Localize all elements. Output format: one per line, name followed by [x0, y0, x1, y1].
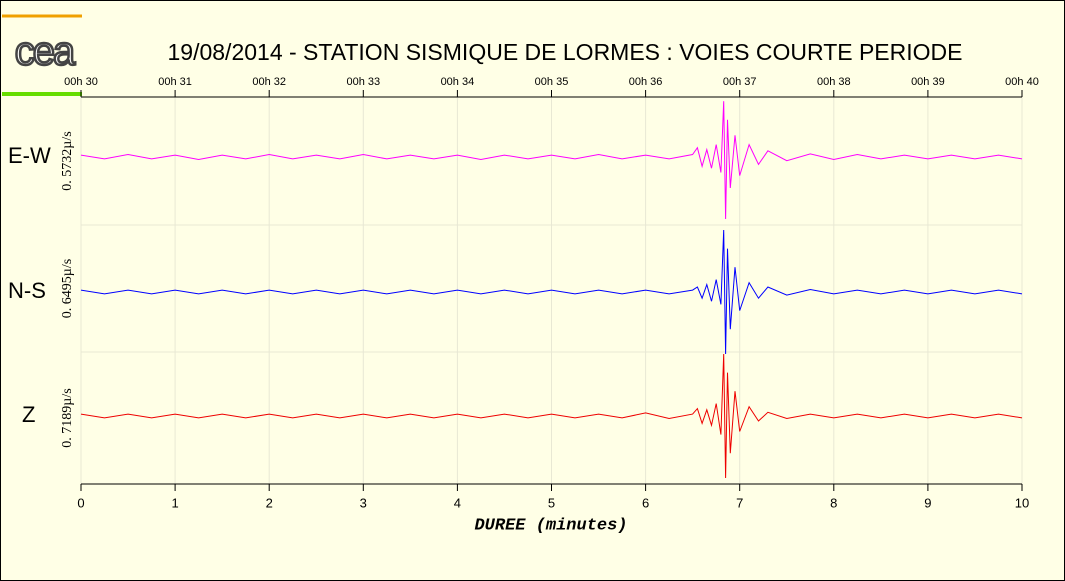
- top-tick-label: 00h 36: [629, 76, 663, 88]
- x-tick-label: 6: [642, 495, 649, 510]
- scale-label: 0. 5732µ/s: [60, 131, 75, 190]
- top-tick-label: 00h 34: [441, 76, 475, 88]
- x-tick-label: 5: [548, 495, 555, 510]
- x-tick-label: 8: [830, 495, 837, 510]
- top-tick-label: 00h 37: [723, 76, 757, 88]
- logo: cea: [15, 30, 76, 74]
- top-tick-label: 00h 30: [64, 76, 98, 88]
- x-tick-label: 1: [171, 495, 178, 510]
- top-tick-label: 00h 38: [817, 76, 851, 88]
- channel-label: E-W: [8, 143, 51, 168]
- top-tick-label: 00h 35: [535, 76, 569, 88]
- channel-label: Z: [22, 402, 35, 427]
- x-axis-label: DUREE (minutes): [474, 516, 627, 535]
- top-tick-label: 00h 31: [158, 76, 192, 88]
- x-tick-label: 3: [360, 495, 367, 510]
- x-tick-label: 2: [266, 495, 273, 510]
- trace: [80, 353, 1023, 479]
- x-tick-label: 7: [736, 495, 743, 510]
- trace: [80, 229, 1023, 355]
- x-tick-label: 9: [924, 495, 931, 510]
- x-tick-label: 10: [1015, 495, 1029, 510]
- scale-label: 0. 7189µ/s: [60, 388, 75, 447]
- top-tick-label: 00h 33: [346, 76, 380, 88]
- channel-label: N-S: [8, 278, 46, 303]
- chart-title: 19/08/2014 - STATION SISMIQUE DE LORMES …: [168, 39, 963, 65]
- top-tick-label: 00h 32: [252, 76, 286, 88]
- trace: [80, 101, 1023, 220]
- top-tick-label: 00h 40: [1005, 76, 1039, 88]
- x-tick-label: 4: [454, 495, 461, 510]
- x-tick-label: 0: [77, 495, 84, 510]
- top-tick-label: 00h 39: [911, 76, 945, 88]
- scale-label: 0. 6495µ/s: [60, 259, 75, 318]
